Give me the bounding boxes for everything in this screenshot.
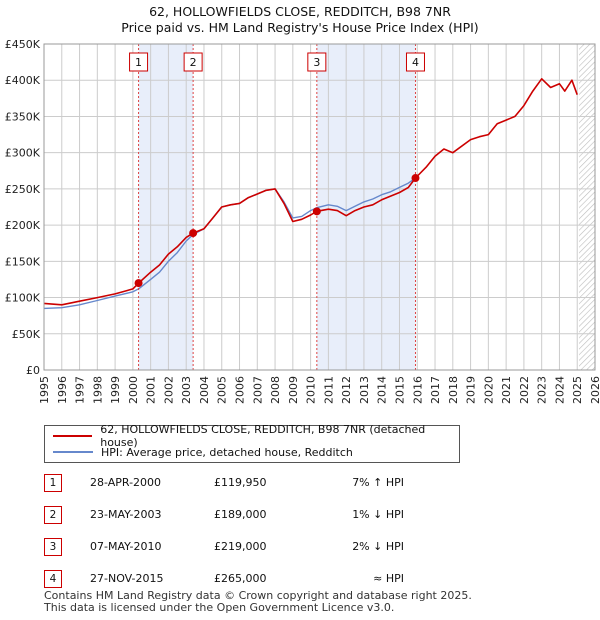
x-tick-label: 2019 [465,376,478,404]
sale-hpi-comparison: 2% ↓ HPI [352,540,404,553]
x-tick-label: 2003 [180,376,193,404]
x-tick-label: 2006 [234,376,247,404]
x-tick-label: 2023 [536,376,549,404]
sale-number-badge: 4 [44,570,62,588]
sale-label-box [129,52,149,72]
sale-label-text: 4 [412,56,419,69]
sale-price: £189,000 [214,508,267,521]
sale-number-badge: 1 [44,474,62,492]
sale-label-text: 1 [135,56,142,69]
sale-label-box [405,52,425,72]
footer-attribution: Contains HM Land Registry data © Crown c… [44,590,472,614]
y-tick-label: £350K [5,110,41,123]
sale-row: 1 28-APR-2000 £119,950 7% ↑ HPI [44,474,404,494]
price-chart: £0 £50K £100K £150K £200K £250K £300K £350K £400… [5,38,600,404]
sale-hpi-comparison: ≈ HPI [373,572,404,585]
sale-point [312,207,321,216]
chart-legend: 62, HOLLOWFIELDS CLOSE, REDDITCH, B98 7N… [44,423,460,463]
x-tick-label: 2010 [305,376,318,404]
legend-item-property: 62, HOLLOWFIELDS CLOSE, REDDITCH, B98 7N… [53,423,459,449]
x-tick-label: 2005 [216,376,229,404]
sale-date: 28-APR-2000 [90,476,162,489]
sale-row: 3 07-MAY-2010 £219,000 2% ↓ HPI [44,538,404,558]
sale-date: 23-MAY-2003 [90,508,162,521]
sale-hpi-comparison: 7% ↑ HPI [352,476,404,489]
chart-title: 62, HOLLOWFIELDS CLOSE, REDDITCH, B98 7N… [149,4,451,19]
x-tick-label: 2022 [518,376,531,404]
legend-item-hpi: HPI: Average price, detached house, Redd… [53,444,353,460]
chart-title-block: 62, HOLLOWFIELDS CLOSE, REDDITCH, B98 7N… [0,4,600,36]
x-tick-label: 2018 [447,376,460,404]
y-tick-label: £150K [5,255,41,268]
sale-label-text: 3 [313,56,320,69]
x-tick-label: 1995 [38,376,51,404]
plot-border [43,43,596,371]
x-tick-label: 1999 [109,376,122,404]
x-tick-label: 2008 [269,376,282,404]
sale-number-badge: 3 [44,538,62,556]
y-tick-label: £100K [5,292,41,305]
x-tick-label: 2002 [162,376,175,404]
legend-label-hpi: HPI: Average price, detached house, Redd… [101,445,353,459]
x-tick-label: 2024 [553,376,566,404]
sale-label-box [307,52,327,72]
x-tick-label: 2009 [287,376,300,404]
y-tick-label: £300K [5,147,41,160]
y-tick-label: £450K [5,38,41,51]
x-tick-label: 1996 [56,376,69,404]
sale-hpi-comparison: 1% ↓ HPI [352,508,404,521]
shaded-period [138,44,194,370]
x-tick-label: 1998 [91,376,104,404]
sale-label-box [183,52,203,72]
footer-line-licence: This data is licensed under the Open Gov… [44,601,395,614]
x-tick-label: 2016 [411,376,424,404]
sale-point [134,279,143,288]
sale-point [411,174,420,183]
sale-row: 4 27-NOV-2015 £265,000 ≈ HPI [44,570,404,590]
x-tick-label: 2015 [393,376,406,404]
y-tick-label: £50K [12,328,41,341]
sale-date: 07-MAY-2010 [90,540,162,553]
y-tick-label: £200K [5,219,41,232]
x-tick-label: 2011 [322,376,335,404]
x-tick-label: 2013 [358,376,371,404]
sale-price: £219,000 [214,540,267,553]
x-tick-label: 2012 [340,376,353,404]
x-tick-label: 2026 [589,376,600,404]
x-tick-label: 2014 [376,376,389,404]
sale-price: £119,950 [214,476,267,489]
x-tick-label: 2007 [251,376,264,404]
x-tick-label: 2000 [127,376,140,404]
sale-number-badge: 2 [44,506,62,524]
x-tick-label: 2004 [198,376,211,404]
y-tick-label: £250K [5,183,41,196]
footer-line-copyright: Contains HM Land Registry data © Crown c… [44,589,472,602]
legend-label-property: 62, HOLLOWFIELDS CLOSE, REDDITCH, B98 7N… [100,423,426,449]
x-tick-label: 2017 [429,376,442,404]
sale-row: 2 23-MAY-2003 £189,000 1% ↓ HPI [44,506,404,526]
sale-date: 27-NOV-2015 [90,572,164,585]
series-line-property [43,78,578,306]
x-tick-label: 2001 [145,376,158,404]
x-tick-label: 2025 [571,376,584,404]
y-tick-label: £0 [26,364,40,377]
x-tick-label: 1997 [74,376,87,404]
chart-subtitle: Price paid vs. HM Land Registry's House … [121,20,479,35]
legend-swatch-hpi [53,451,93,453]
sale-point [189,229,198,238]
sale-price: £265,000 [214,572,267,585]
x-tick-label: 2020 [482,376,495,404]
y-tick-label: £400K [5,74,41,87]
sale-label-text: 2 [190,56,197,69]
legend-swatch-property [53,435,93,437]
x-tick-label: 2021 [500,376,513,404]
forecast-region [579,44,595,370]
